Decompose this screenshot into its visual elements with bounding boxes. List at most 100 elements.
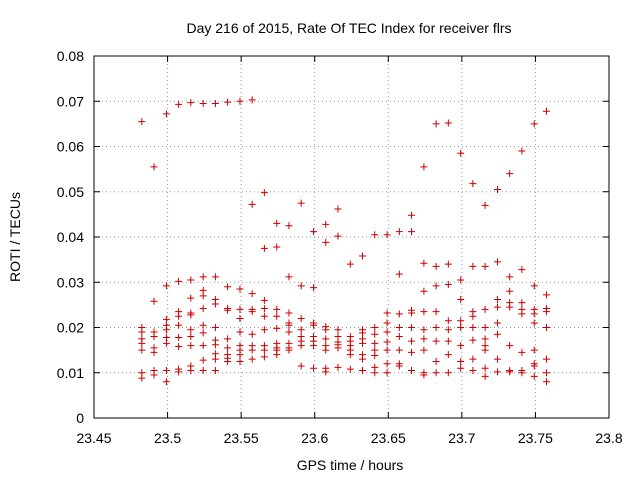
data-point bbox=[383, 231, 391, 239]
data-point bbox=[469, 336, 477, 344]
data-point bbox=[138, 328, 146, 336]
data-point bbox=[224, 98, 232, 106]
data-point bbox=[444, 351, 452, 359]
data-point bbox=[457, 149, 465, 157]
data-point bbox=[383, 346, 391, 354]
data-point bbox=[444, 317, 452, 325]
data-point bbox=[359, 339, 367, 347]
data-point bbox=[395, 228, 403, 236]
data-point bbox=[481, 324, 489, 331]
y-tick-label: 0.07 bbox=[57, 93, 84, 109]
data-point bbox=[457, 364, 465, 372]
data-point bbox=[530, 282, 538, 290]
data-points bbox=[138, 96, 550, 386]
data-point bbox=[199, 342, 207, 350]
data-point bbox=[297, 326, 305, 334]
data-point bbox=[481, 346, 489, 354]
data-point bbox=[211, 341, 219, 349]
data-point bbox=[273, 351, 281, 359]
data-point bbox=[322, 368, 330, 376]
data-point bbox=[285, 346, 293, 354]
data-point bbox=[334, 363, 342, 371]
data-point bbox=[432, 357, 440, 365]
x-tick-label: 23.5 bbox=[154, 430, 181, 446]
x-tick-label: 23.6 bbox=[301, 430, 328, 446]
data-point bbox=[518, 348, 526, 356]
data-point bbox=[199, 356, 207, 364]
data-point bbox=[518, 369, 526, 377]
data-point bbox=[481, 372, 489, 380]
data-point bbox=[224, 344, 232, 352]
data-point bbox=[481, 364, 489, 372]
data-point bbox=[297, 314, 305, 322]
data-point bbox=[334, 232, 342, 240]
data-point bbox=[285, 222, 293, 230]
x-tick-label: 23.75 bbox=[518, 430, 553, 446]
data-point bbox=[322, 326, 330, 334]
data-point bbox=[469, 366, 477, 374]
data-point bbox=[224, 335, 232, 343]
data-point bbox=[518, 310, 526, 318]
y-tick-label: 0.08 bbox=[57, 48, 84, 64]
data-point bbox=[506, 287, 514, 295]
data-point bbox=[518, 299, 526, 307]
data-point bbox=[199, 292, 207, 300]
data-point bbox=[481, 262, 489, 270]
data-point bbox=[493, 295, 501, 303]
data-point bbox=[420, 259, 428, 267]
y-tick-label: 0 bbox=[76, 410, 84, 426]
data-point bbox=[530, 362, 538, 370]
data-point bbox=[469, 180, 477, 188]
data-point bbox=[297, 199, 305, 207]
data-point bbox=[236, 328, 244, 336]
data-point bbox=[285, 321, 293, 329]
chart-title: Day 216 of 2015, Rate Of TEC Index for r… bbox=[186, 20, 511, 36]
data-point bbox=[199, 273, 207, 281]
data-point bbox=[542, 369, 550, 377]
data-point bbox=[310, 284, 318, 292]
data-point bbox=[187, 294, 195, 302]
x-tick-label: 23.7 bbox=[448, 430, 475, 446]
x-tick-labels: 23.45 23.5 23.55 23.6 23.65 23.7 23.75 23.8 bbox=[76, 430, 622, 446]
data-point bbox=[187, 333, 195, 341]
grid bbox=[94, 56, 609, 418]
data-point bbox=[334, 205, 342, 213]
data-point bbox=[420, 287, 428, 295]
data-point bbox=[493, 330, 501, 338]
data-point bbox=[493, 368, 501, 376]
data-point bbox=[457, 276, 465, 284]
y-axis-title: ROTI / TECUs bbox=[7, 192, 23, 282]
y-tick-label: 0.03 bbox=[57, 274, 84, 290]
data-point bbox=[408, 309, 416, 317]
data-point bbox=[199, 366, 207, 374]
data-point bbox=[506, 342, 514, 350]
data-point bbox=[236, 305, 244, 313]
data-point bbox=[420, 163, 428, 171]
data-point bbox=[530, 346, 538, 354]
data-point bbox=[211, 366, 219, 374]
data-point bbox=[371, 352, 379, 360]
data-point bbox=[542, 324, 550, 331]
data-point bbox=[395, 362, 403, 370]
data-point bbox=[260, 304, 268, 312]
data-point bbox=[432, 324, 440, 331]
data-point bbox=[248, 290, 256, 298]
data-point bbox=[395, 333, 403, 341]
data-point bbox=[150, 163, 158, 171]
data-point bbox=[310, 364, 318, 372]
data-point bbox=[175, 312, 183, 320]
data-point bbox=[334, 326, 342, 334]
data-point bbox=[420, 335, 428, 343]
data-point bbox=[542, 107, 550, 115]
data-point bbox=[297, 282, 305, 290]
data-point bbox=[273, 312, 281, 320]
data-point bbox=[199, 329, 207, 337]
data-point bbox=[297, 342, 305, 350]
data-point bbox=[175, 100, 183, 108]
data-point bbox=[260, 346, 268, 354]
data-point bbox=[444, 119, 452, 127]
data-point bbox=[236, 285, 244, 293]
data-point bbox=[334, 344, 342, 352]
data-point bbox=[359, 252, 367, 260]
data-point bbox=[187, 311, 195, 319]
